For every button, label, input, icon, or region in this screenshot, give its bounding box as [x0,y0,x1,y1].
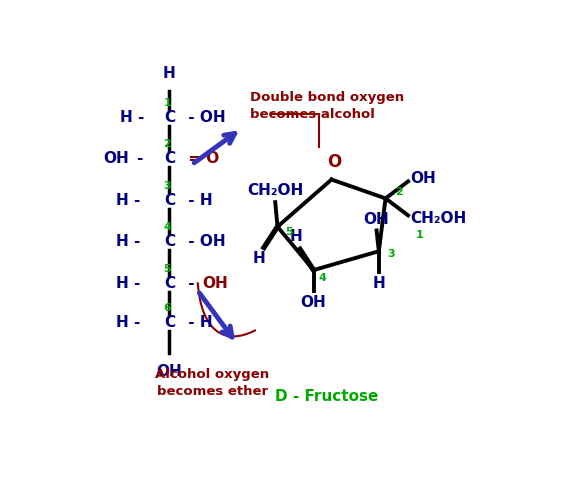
Text: D - Fructose: D - Fructose [275,389,379,404]
Text: C: C [164,276,175,291]
Text: H -: H - [120,110,145,125]
Text: H: H [372,276,385,291]
Text: 2: 2 [163,139,171,149]
Text: 4: 4 [319,272,327,283]
Text: OH: OH [300,294,327,310]
Text: H: H [163,67,176,81]
Text: 4: 4 [163,222,171,232]
Text: - OH: - OH [183,110,225,125]
Text: 3: 3 [163,181,171,191]
Text: OH: OH [156,365,182,379]
Text: - H: - H [183,316,213,330]
Text: CH₂OH: CH₂OH [410,211,467,225]
Text: H -: H - [116,234,140,249]
Text: - H: - H [183,193,213,208]
Text: H -: H - [116,316,140,330]
Text: CH₂OH: CH₂OH [247,183,303,198]
Text: 1: 1 [163,98,171,108]
Text: H -: H - [116,193,140,208]
Text: 5: 5 [163,264,171,274]
Text: - OH: - OH [183,234,225,249]
Text: C: C [164,110,175,125]
Text: -: - [183,276,200,291]
Text: OH: OH [103,151,129,166]
Text: 3: 3 [387,249,394,259]
Text: OH: OH [202,276,228,291]
Text: 2: 2 [396,187,403,197]
Text: = O: = O [183,151,219,166]
Text: -: - [136,151,142,166]
Text: OH: OH [410,172,436,186]
Text: C: C [164,193,175,208]
Text: C: C [164,316,175,330]
Text: OH: OH [364,212,389,227]
Text: Alcohol oxygen
becomes ether: Alcohol oxygen becomes ether [155,368,269,398]
Text: C: C [164,151,175,166]
Text: C: C [164,234,175,249]
Text: 6: 6 [163,303,171,314]
Text: H: H [253,251,266,266]
Text: 5: 5 [286,227,293,237]
Text: O: O [327,153,341,171]
Text: H: H [289,229,302,245]
Text: H -: H - [116,276,140,291]
Text: Double bond oxygen
becomes alcohol: Double bond oxygen becomes alcohol [250,91,404,121]
Text: 1: 1 [415,230,423,241]
